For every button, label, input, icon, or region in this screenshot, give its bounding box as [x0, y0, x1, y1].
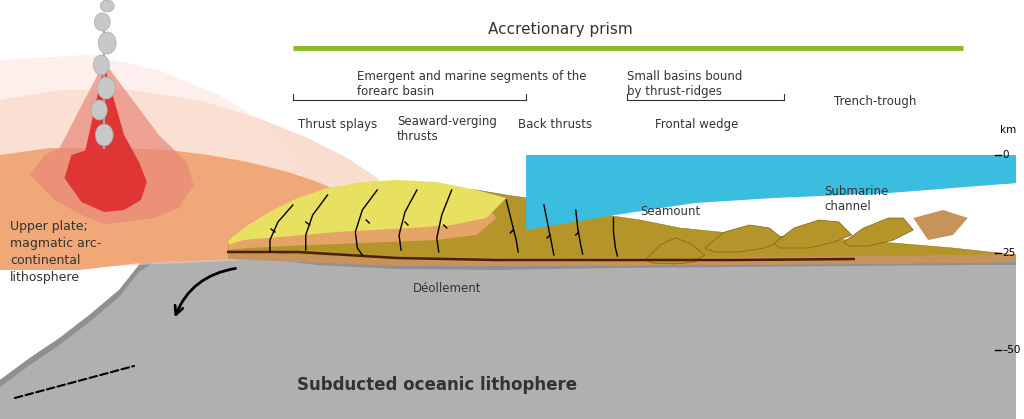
Ellipse shape [100, 0, 114, 12]
Text: Emergent and marine segments of the
forearc basin: Emergent and marine segments of the fore… [357, 70, 587, 98]
Ellipse shape [98, 32, 116, 54]
Text: Seaward-verging
thrusts: Seaward-verging thrusts [397, 115, 497, 143]
Polygon shape [139, 200, 1017, 419]
Polygon shape [0, 90, 397, 268]
Polygon shape [0, 210, 1017, 419]
Text: Frontal wedge: Frontal wedge [655, 118, 738, 131]
Text: 0: 0 [1002, 150, 1009, 160]
Text: Seamount: Seamount [640, 205, 700, 218]
Polygon shape [844, 218, 913, 246]
Polygon shape [0, 210, 1017, 387]
Text: Trench-trough: Trench-trough [834, 95, 916, 108]
Text: –50: –50 [1002, 345, 1021, 355]
Text: Subducted oceanic lithophere: Subducted oceanic lithophere [297, 376, 577, 394]
Polygon shape [0, 148, 377, 270]
Text: Déollement: Déollement [413, 282, 481, 295]
Polygon shape [228, 180, 506, 245]
Polygon shape [228, 196, 497, 250]
Polygon shape [65, 65, 146, 212]
Text: 25: 25 [1002, 248, 1016, 258]
Polygon shape [705, 225, 784, 252]
Text: Upper plate;
magmatic arc-
continental
lithosphere: Upper plate; magmatic arc- continental l… [10, 220, 101, 284]
Polygon shape [526, 155, 1017, 230]
Polygon shape [913, 210, 968, 240]
Text: Small basins bound
by thrust-ridges: Small basins bound by thrust-ridges [628, 70, 742, 98]
Ellipse shape [94, 13, 111, 31]
Text: Accretionary prism: Accretionary prism [488, 23, 633, 37]
Polygon shape [0, 55, 298, 248]
Text: Thrust splays: Thrust splays [298, 118, 377, 131]
Ellipse shape [91, 100, 108, 120]
Ellipse shape [97, 77, 115, 99]
Text: km: km [999, 125, 1016, 135]
Text: Back thrusts: Back thrusts [518, 118, 592, 131]
Polygon shape [228, 252, 1017, 266]
Polygon shape [645, 238, 705, 264]
Ellipse shape [93, 55, 110, 75]
Ellipse shape [95, 124, 114, 146]
Polygon shape [774, 220, 852, 248]
Polygon shape [30, 62, 194, 224]
Text: Submarine
channel: Submarine channel [824, 185, 888, 213]
Polygon shape [863, 155, 1017, 195]
Polygon shape [228, 185, 1017, 261]
